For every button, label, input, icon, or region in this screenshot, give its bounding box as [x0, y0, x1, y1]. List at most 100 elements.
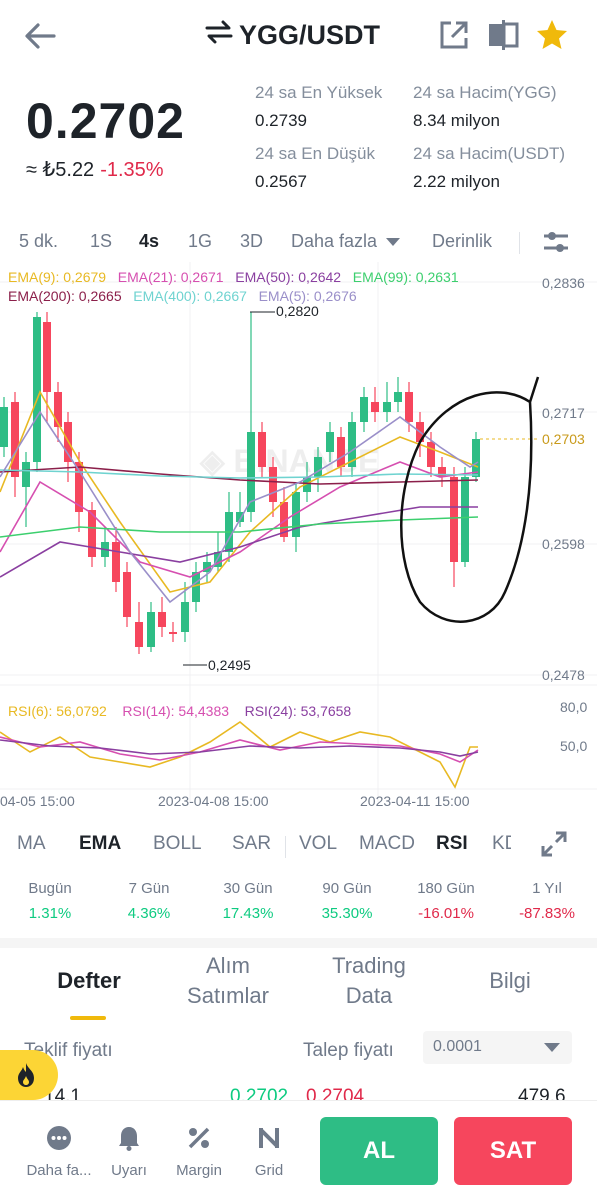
tab-3d[interactable]: 3D [240, 231, 264, 251]
nav-grid-label: Grid [254, 1162, 284, 1179]
stat-label: 24 sa Hacim(USDT) [413, 144, 566, 163]
favorite-star-icon[interactable] [535, 18, 569, 52]
perf-value: -16.01% [418, 905, 474, 922]
active-tab-indicator [70, 1016, 106, 1020]
share-icon[interactable] [437, 18, 471, 52]
back-arrow-icon[interactable] [22, 20, 58, 52]
price-chart[interactable]: ◈ BINANCE EMA(9): 0,2679 EMA(21): 0,2671… [0, 262, 597, 817]
stat-low: 24 sa En Düşük 0.2567 [255, 144, 375, 192]
candle-body [123, 572, 131, 617]
tab-sar[interactable]: SAR [232, 833, 272, 854]
tab-ema[interactable]: EMA [79, 833, 122, 854]
candle-body [181, 602, 189, 632]
high-marker-label: 0,2820 [276, 303, 319, 319]
candle-body [371, 402, 379, 412]
section-divider [0, 938, 597, 948]
tab-more[interactable]: Daha fazla [291, 231, 401, 252]
tab-trades-line2: Satımlar [187, 983, 269, 1008]
candle-body [236, 512, 244, 522]
price-change: -1.35% [100, 159, 164, 181]
ema99-label: EMA(99): 0,2631 [352, 269, 459, 285]
fullscreen-icon[interactable] [540, 830, 568, 863]
tab-1d[interactable]: 1G [188, 231, 213, 251]
precision-value: 0.0001 [433, 1038, 482, 1055]
perf-label: 1 Yıl [532, 880, 562, 897]
promo-fire-button[interactable] [0, 1050, 58, 1100]
candle-body [135, 622, 143, 647]
tab-more-label: Daha fazla [291, 231, 378, 251]
buy-button[interactable]: AL [320, 1117, 438, 1185]
stat-value: 2.22 milyon [413, 172, 500, 191]
tab-trades-line1: Alım [206, 953, 250, 978]
perf-value: 17.43% [222, 905, 274, 922]
candle-body [258, 432, 266, 467]
tab-kd[interactable]: KD [492, 833, 511, 854]
nav-alert-label: Uyarı [111, 1162, 147, 1179]
ema5-label: EMA(5): 0,2676 [258, 288, 357, 304]
timeframe-bar: 5 dk. 1S 4s 1G 3D Daha fazla Derinlik [0, 226, 597, 258]
more-dots-icon [46, 1126, 72, 1155]
tab-1h[interactable]: 1S [90, 231, 113, 251]
perf-180d: 180 Gün -16.01% [401, 880, 491, 922]
chart-settings-icon[interactable] [542, 228, 570, 261]
candle-body [360, 397, 368, 422]
candle-body [11, 402, 19, 477]
rsi-line [0, 739, 479, 757]
nav-more[interactable]: Daha fa... [24, 1125, 94, 1179]
candle-body [112, 542, 120, 582]
candle-body [158, 612, 166, 627]
tab-vol[interactable]: VOL [299, 833, 338, 854]
rsi-legend: RSI(6): 56,0792 RSI(14): 54,4383 RSI(24)… [8, 703, 351, 719]
stat-label: 24 sa Hacim(YGG) [413, 83, 557, 102]
ema21-label: EMA(21): 0,2671 [117, 269, 224, 285]
x-tick: 04-05 15:00 [0, 793, 75, 809]
nav-grid[interactable]: Grid [234, 1125, 304, 1179]
candle-body [75, 462, 83, 512]
layout-icon[interactable] [486, 18, 520, 52]
tab-5m[interactable]: 5 dk. [19, 231, 59, 251]
tab-4h[interactable]: 4s [139, 231, 160, 251]
tab-trades[interactable]: Alım Satımlar [168, 951, 288, 1011]
candle-body [348, 422, 356, 467]
ema-legend-row-2: EMA(200): 0,2665 EMA(400): 0,2667 EMA(5)… [8, 288, 357, 304]
candle-body [314, 457, 322, 477]
perf-7d: 7 Gün 4.36% [104, 880, 194, 922]
stat-value: 8.34 milyon [413, 111, 500, 130]
tab-macd[interactable]: MACD [359, 833, 415, 854]
nav-margin[interactable]: Margin [164, 1125, 234, 1179]
rsi-tick: 50,0 [560, 738, 588, 754]
y-tick: 0,2598 [542, 536, 585, 552]
ema-legend-row-1: EMA(9): 0,2679 EMA(21): 0,2671 EMA(50): … [8, 269, 459, 285]
perf-90d: 90 Gün 35.30% [302, 880, 392, 922]
candle-body [292, 492, 300, 537]
rsi6-label: RSI(6): 56,0792 [8, 703, 107, 719]
pair-title[interactable]: YGG/USDT [205, 20, 380, 51]
tab-rsi[interactable]: RSI [436, 833, 468, 854]
candle-body [326, 432, 334, 452]
stat-value: 0.2567 [255, 172, 307, 191]
tab-trading-data[interactable]: Trading Data [310, 951, 428, 1011]
rsi-line [0, 736, 479, 763]
pair-name: YGG/USDT [239, 20, 381, 50]
stat-label: 24 sa En Yüksek [255, 83, 383, 102]
stat-volume-base: 24 sa Hacim(YGG) 8.34 milyon [413, 83, 557, 131]
tab-boll[interactable]: BOLL [153, 833, 202, 854]
perf-value: -87.83% [519, 905, 575, 922]
ema50-label: EMA(50): 0,2642 [235, 269, 342, 285]
sell-button[interactable]: SAT [454, 1117, 572, 1185]
tab-depth[interactable]: Derinlik [432, 231, 493, 251]
candle-body [0, 407, 8, 447]
tab-ma[interactable]: MA [17, 833, 46, 854]
stat-label: 24 sa En Düşük [255, 144, 376, 163]
candle-body [472, 439, 480, 477]
candle-body [247, 432, 255, 512]
tab-order-book[interactable]: Defter [57, 968, 121, 993]
tab-info[interactable]: Bilgi [489, 968, 531, 993]
precision-select[interactable]: 0.0001 [423, 1031, 572, 1064]
perf-label: 90 Gün [322, 880, 372, 897]
nav-alert[interactable]: Uyarı [94, 1125, 164, 1179]
candle-body [192, 572, 200, 602]
candle-body [22, 462, 30, 487]
perf-label: 7 Gün [128, 880, 170, 897]
candle-body [438, 467, 446, 477]
